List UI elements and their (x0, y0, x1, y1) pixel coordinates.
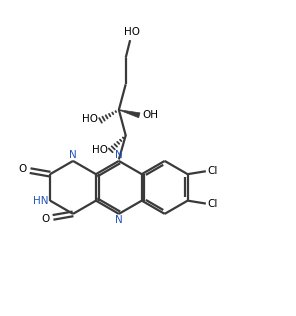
Text: Cl: Cl (207, 166, 218, 176)
Text: HO: HO (82, 114, 98, 124)
Text: N: N (115, 215, 123, 225)
Text: Cl: Cl (207, 198, 218, 209)
Polygon shape (119, 110, 140, 118)
Text: N: N (115, 150, 123, 160)
Text: HN: HN (33, 196, 49, 206)
Text: HO: HO (92, 145, 108, 155)
Text: O: O (18, 164, 27, 173)
Text: OH: OH (142, 110, 158, 120)
Text: HO: HO (124, 27, 140, 37)
Text: N: N (69, 150, 77, 160)
Text: O: O (41, 215, 49, 224)
